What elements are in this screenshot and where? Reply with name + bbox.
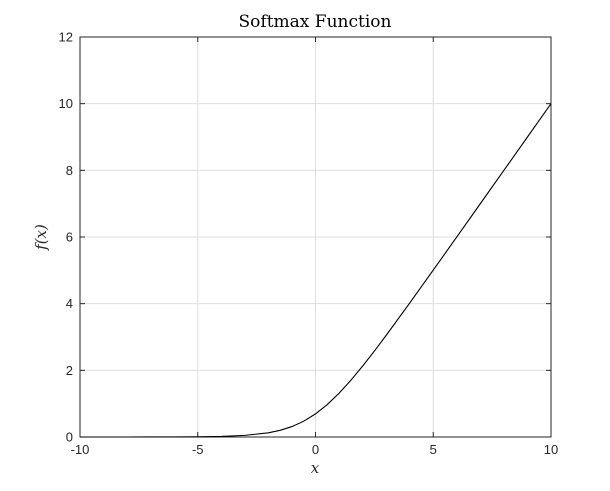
x-tick-label: -10 <box>71 442 90 457</box>
softmax-curve <box>80 103 552 438</box>
plot-frame <box>79 36 552 438</box>
x-tick-label: 5 <box>430 442 437 457</box>
x-tick-label: 10 <box>544 442 558 457</box>
series <box>80 103 552 438</box>
y-tick-label: 8 <box>66 163 73 178</box>
x-axis-label: x <box>311 459 320 477</box>
y-axis-label: f(x) <box>32 224 50 251</box>
chart-title: Softmax Function <box>239 12 392 32</box>
y-tick-label: 0 <box>66 430 73 445</box>
x-tick-label: 0 <box>312 442 319 457</box>
y-tick-label: 10 <box>59 96 73 111</box>
y-tick-label: 6 <box>66 230 73 245</box>
y-tick-label: 4 <box>66 296 73 311</box>
grid <box>79 36 552 438</box>
x-tick-label: -5 <box>192 442 204 457</box>
ticks: -10 -5 0 5 10 0 2 4 6 8 10 12 <box>59 30 559 458</box>
y-tick-label: 2 <box>66 363 73 378</box>
y-tick-label: 12 <box>59 30 73 45</box>
